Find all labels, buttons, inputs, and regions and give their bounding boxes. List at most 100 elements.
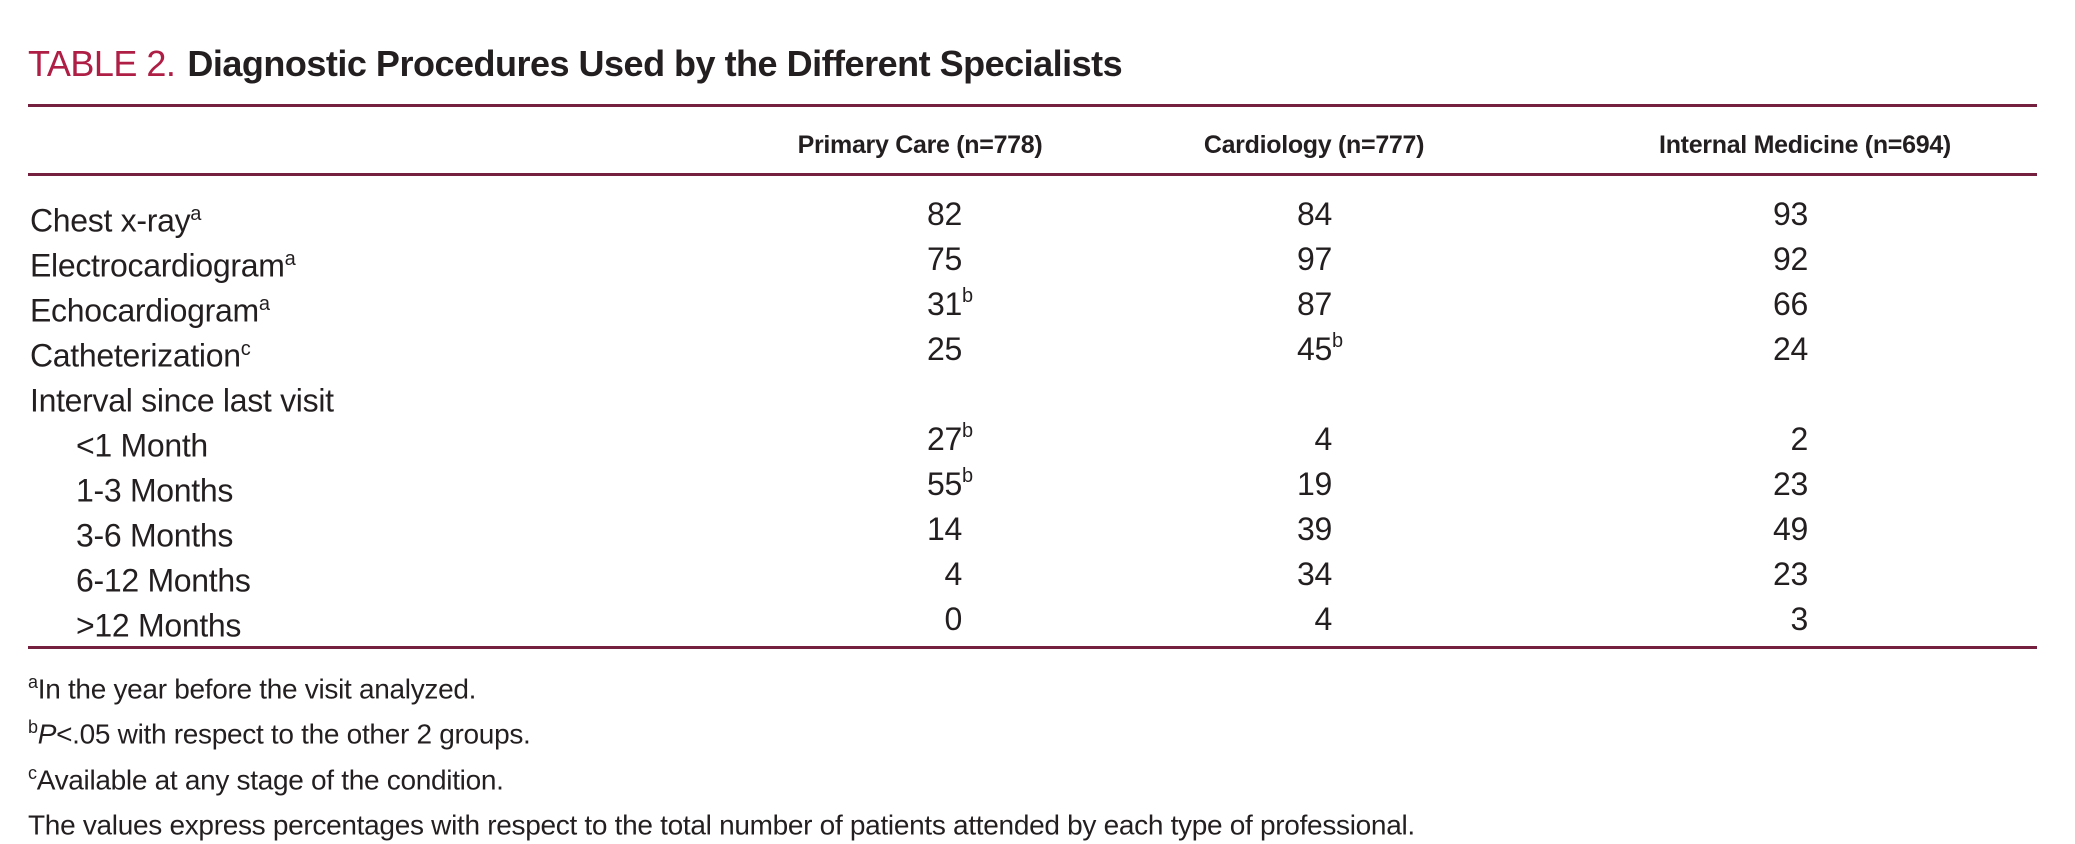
value-digits: 82 <box>927 196 962 232</box>
footnote-marker: c <box>28 762 37 783</box>
value-internal-medicine: 2 <box>0 417 1809 462</box>
value-digits: 19 <box>1297 466 1332 502</box>
row-label: >12 Months <box>76 597 241 649</box>
table-row: Electrocardiograma 75 97 92 <box>0 237 2075 284</box>
footnote-text: The values express percentages with resp… <box>28 809 1415 841</box>
value-cardiology: 45 b <box>0 327 1343 372</box>
row-label: 6-12 Months <box>76 552 251 604</box>
table-row: Catheterizationc 25 45 b 24 <box>0 327 2075 374</box>
value-primary-care: 31 b <box>0 282 973 327</box>
value-cardiology: 97 <box>0 237 1332 282</box>
row-label-text: 6-12 Months <box>76 562 251 599</box>
value-primary-care: 14 <box>0 507 962 552</box>
value-digits: 75 <box>927 241 962 277</box>
row-label-superscript: a <box>190 203 202 225</box>
value-digits: 31 <box>927 286 962 322</box>
row-label: Catheterizationc <box>30 327 251 379</box>
row-label-text: >12 Months <box>76 607 242 644</box>
value-primary-care: 25 <box>0 327 962 372</box>
footnote-text: In the year before the visit analyzed. <box>37 673 477 705</box>
value-superscript: b <box>962 420 973 442</box>
value-digits: 97 <box>1297 241 1332 277</box>
table-body: Chest x-raya 82 84 93 Electrocardiograma… <box>0 192 2075 644</box>
value-digits: 23 <box>1773 556 1808 592</box>
value-internal-medicine: 92 <box>0 237 1808 282</box>
row-label-text: Echocardiogram <box>30 292 259 329</box>
table-row: Interval since last visit <box>0 372 2075 419</box>
table-title: TABLE 2. Diagnostic Procedures Used by th… <box>28 42 1123 86</box>
value-internal-medicine: 93 <box>0 192 1808 237</box>
row-label-text: Interval since last visit <box>30 382 334 419</box>
row-label-text: 1-3 Months <box>76 472 234 509</box>
table-row: 6-12 Months 4 34 23 <box>0 552 2075 599</box>
footnote: aIn the year before the visit analyzed. <box>28 663 1415 708</box>
value-cardiology: 84 <box>0 192 1332 237</box>
row-label-superscript: a <box>258 293 270 315</box>
row-label-text: Catheterization <box>30 337 241 374</box>
footnote-marker: a <box>28 672 38 692</box>
value-digits: 34 <box>1297 556 1332 592</box>
value-digits: 87 <box>1297 286 1332 322</box>
column-header: Cardiology (n=777) <box>1203 131 1425 159</box>
footnote: cAvailable at any stage of the condition… <box>28 754 1415 799</box>
row-label-superscript: c <box>240 338 251 360</box>
value-digits: 93 <box>1773 196 1808 232</box>
row-label: Electrocardiograma <box>30 237 296 289</box>
row-label: Interval since last visit <box>30 372 334 424</box>
value-cardiology: 34 <box>0 552 1332 597</box>
row-label: Echocardiograma <box>30 282 270 334</box>
column-header-row: Primary Care (n=778) Cardiology (n=777) … <box>0 124 2075 166</box>
value-superscript: b <box>1332 330 1343 352</box>
column-header: Internal Medicine (n=694) <box>1659 131 1951 159</box>
table-row: 3-6 Months 14 39 49 <box>0 507 2075 554</box>
value-primary-care: 4 <box>0 552 963 597</box>
value-digits: 66 <box>1773 286 1808 322</box>
row-label-text: <1 Month <box>76 427 208 464</box>
footnotes: aIn the year before the visit analyzed. … <box>28 663 1415 844</box>
value-internal-medicine: 3 <box>0 597 1809 642</box>
value-cardiology: 4 <box>0 417 1333 462</box>
footnote-text: Available at any stage of the condition. <box>36 763 504 795</box>
value-primary-care: 55 b <box>0 462 973 507</box>
value-superscript: b <box>962 465 973 487</box>
value-digits: 92 <box>1773 241 1808 277</box>
value-digits: 49 <box>1773 511 1808 547</box>
row-label-superscript: a <box>284 248 296 270</box>
footnote: The values express percentages with resp… <box>28 799 1415 844</box>
value-cardiology: 87 <box>0 282 1332 327</box>
value-digits: 27 <box>927 421 962 457</box>
value-cardiology: 39 <box>0 507 1332 552</box>
value-internal-medicine: 49 <box>0 507 1808 552</box>
row-label: 3-6 Months <box>76 507 233 559</box>
value-primary-care: 27 b <box>0 417 973 462</box>
value-digits: 39 <box>1297 511 1332 547</box>
row-label-text: Electrocardiogram <box>30 247 285 284</box>
row-label: 1-3 Months <box>76 462 233 514</box>
row-label: <1 Month <box>76 417 208 469</box>
value-digits: 14 <box>927 511 962 547</box>
table-row: Echocardiograma 31 b 87 66 <box>0 282 2075 329</box>
value-digits: 55 <box>927 466 962 502</box>
table-number-label: TABLE 2. <box>28 43 176 84</box>
value-digits: 24 <box>1773 331 1808 367</box>
value-primary-care: 0 <box>0 597 963 642</box>
value-digits: 25 <box>927 331 962 367</box>
row-label-text: Chest x-ray <box>30 202 191 239</box>
value-internal-medicine: 23 <box>0 552 1808 597</box>
top-rule <box>28 104 2037 107</box>
bottom-rule <box>28 646 2037 649</box>
value-internal-medicine: 23 <box>0 462 1808 507</box>
header-rule <box>28 173 2037 176</box>
table-row: Chest x-raya 82 84 93 <box>0 192 2075 239</box>
value-digits: 84 <box>1297 196 1332 232</box>
footnote-marker: b <box>28 717 38 738</box>
value-digits: 45 <box>1297 331 1332 367</box>
value-internal-medicine: 24 <box>0 327 1808 372</box>
value-cardiology: 19 <box>0 462 1332 507</box>
footnote-text: <.05 with respect to the other 2 groups. <box>56 718 531 750</box>
value-digits: 3 <box>1790 601 1809 637</box>
value-internal-medicine: 66 <box>0 282 1808 327</box>
value-digits: 4 <box>1314 421 1333 457</box>
row-label: Chest x-raya <box>30 192 201 244</box>
